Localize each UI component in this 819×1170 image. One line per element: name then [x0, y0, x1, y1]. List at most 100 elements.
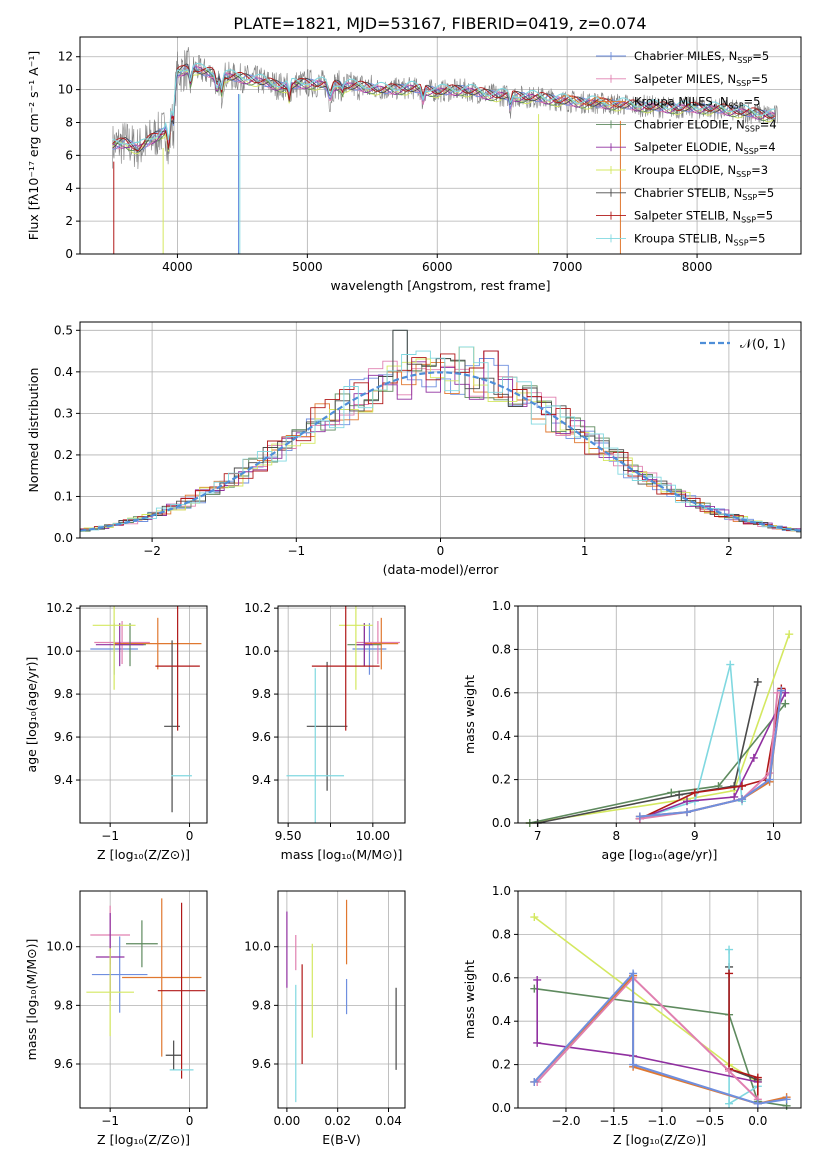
- y-axis-label: mass [log₁₀(M/M⊙)]: [24, 939, 39, 1061]
- y-tick-label: 12: [58, 50, 73, 64]
- x-axis-label: Z [log₁₀(Z/Z⊙)]: [613, 1132, 706, 1147]
- legend-entry: Chabrier STELIB, NSSP=5: [634, 186, 774, 202]
- residual-histogram-7: [80, 350, 801, 533]
- observed-spectrum: [112, 46, 778, 170]
- errorbar-point: [91, 936, 148, 1013]
- x-tick-label: −2.0: [551, 1114, 580, 1128]
- legend-entry-suffix: =5: [757, 186, 774, 200]
- y-axis-label: age [log₁₀(age/yr)]: [24, 657, 39, 773]
- x-tick-label: 0.04: [375, 1114, 402, 1128]
- x-tick-label: 8000: [682, 260, 713, 274]
- y-tick-label: 0.4: [492, 1014, 511, 1028]
- x-axis-label: Z [log₁₀(Z/Z⊙)]: [97, 1132, 190, 1147]
- y-tick-label: 2: [65, 214, 73, 228]
- x-tick-label: 5000: [292, 260, 323, 274]
- x-tick-label: −1.0: [647, 1114, 676, 1128]
- x-tick-label: 0: [437, 544, 445, 558]
- weight-marker: [782, 1095, 791, 1104]
- legend-entry-suffix: =5: [751, 72, 768, 86]
- legend-entry-text: Salpeter MILES, N: [634, 72, 736, 86]
- y-tick-label: 9.6: [252, 1057, 271, 1071]
- weight-line-7: [728, 973, 759, 1104]
- mass_vs_EBV-axes: [278, 891, 405, 1108]
- mass_vs_Z-frame: −1 0 9.6 9.8 10.0 Z [log₁₀(Z/Z⊙)] mass [log₁₀(…: [24, 890, 208, 1147]
- weight-line-3: [534, 987, 787, 1107]
- y-tick-label: 6: [65, 148, 73, 162]
- errorbar-point: [286, 668, 345, 823]
- y-tick-label: 0.2: [492, 773, 511, 787]
- legend-entry: Chabrier ELODIE, NSSP=4: [634, 117, 777, 133]
- weight-marker: [533, 975, 542, 984]
- y-tick-label: 0.4: [54, 365, 73, 379]
- axes-frame: [79, 36, 802, 255]
- weight-marker: [683, 808, 692, 817]
- weight-marker: [781, 699, 790, 708]
- legend-entry-suffix: =5: [744, 95, 761, 109]
- weight-marker: [730, 792, 739, 801]
- y-tick-label: 0.0: [492, 816, 511, 830]
- weight-marker: [635, 812, 644, 821]
- weight-marker: [530, 913, 539, 922]
- y-tick-label: 0.6: [492, 971, 511, 985]
- y-axis-label: Flux [fλ10⁻¹⁷ erg cm⁻² s⁻¹ A⁻¹]: [26, 51, 41, 240]
- weight_vs_Z-frame: −2.0 −1.5 −1.0 −0.5 0.0 0.0 0.2 0.4 0.6 0.8 1.0 Z […: [462, 884, 802, 1147]
- legend-entry: Kroupa STELIB, NSSP=5: [634, 231, 765, 247]
- y-tick-label: 9.8: [252, 687, 271, 701]
- errorbar-point: [86, 948, 134, 1037]
- y-tick-label: 10: [58, 83, 73, 97]
- y-tick-label: 10.0: [46, 644, 73, 658]
- errorbar-point: [165, 1040, 182, 1070]
- weight-marker: [726, 660, 735, 669]
- y-tick-label: 9.8: [54, 998, 73, 1012]
- legend-entry-text: Salpeter ELODIE, N: [634, 140, 744, 154]
- model-spectrum-8: [112, 62, 776, 145]
- axes-frame: [517, 890, 802, 1109]
- errorbar-point: [155, 606, 200, 731]
- y-tick-label: 0: [65, 247, 73, 261]
- errorbar-point: [306, 661, 348, 791]
- y-tick-label: 0.6: [492, 686, 511, 700]
- weight-marker: [629, 969, 638, 978]
- weight-line-8: [639, 664, 743, 820]
- weight-line-5: [533, 916, 759, 1083]
- legend-entry-subscript: SSP: [737, 56, 752, 65]
- errorbar-point: [311, 606, 380, 731]
- age_vs_mass-axes: [278, 606, 405, 823]
- legend-entry-subscript: SSP: [745, 124, 760, 133]
- x-tick-label: 0: [186, 1114, 194, 1128]
- legend-entry-text: Kroupa ELODIE, N: [634, 163, 736, 177]
- y-tick-label: 0.3: [54, 406, 73, 420]
- legend-entry-subscript: SSP: [744, 147, 759, 156]
- weight-marker: [725, 1067, 734, 1076]
- legend-entry-text: Salpeter STELIB, N: [634, 209, 741, 223]
- y-axis-label: mass weight: [462, 960, 477, 1039]
- y-tick-label: 10.2: [46, 601, 73, 615]
- x-tick-label: 0.02: [324, 1114, 351, 1128]
- errorbar-point: [95, 623, 144, 667]
- axes-frame: [517, 605, 802, 824]
- weight-line-3: [529, 703, 786, 823]
- weight-line-5: [529, 633, 790, 823]
- y-tick-label: 9.4: [252, 773, 271, 787]
- legend-entry-subscript: SSP: [736, 170, 751, 179]
- weight-marker: [725, 969, 734, 978]
- y-tick-label: 9.6: [54, 730, 73, 744]
- age_vs_Z-axes: [80, 606, 207, 823]
- legend-entry-suffix: =5: [756, 209, 773, 223]
- x-tick-label: 7: [534, 829, 542, 843]
- x-tick-label: −0.5: [695, 1114, 724, 1128]
- y-tick-label: 4: [65, 181, 73, 195]
- y-axis-label: mass weight: [462, 675, 477, 754]
- x-axis-label: wavelength [Angstrom, rest frame]: [330, 278, 550, 293]
- legend-entry-subscript: SSP: [734, 238, 749, 247]
- errorbar-point: [364, 617, 399, 670]
- mass_vs_Z-axes: [80, 891, 207, 1108]
- spectrum-frame: 4000 5000 6000 7000 8000 0 2 4 6 8 10 12 wavelength …: [26, 36, 802, 293]
- axes-frame: [277, 605, 406, 824]
- weight-marker: [725, 1099, 734, 1108]
- legend-entry: Chabrier MILES, NSSP=5: [634, 49, 769, 65]
- legend-entry: Kroupa MILES, NSSP=5: [634, 95, 760, 111]
- legend-entry: Salpeter STELIB, NSSP=5: [634, 209, 773, 225]
